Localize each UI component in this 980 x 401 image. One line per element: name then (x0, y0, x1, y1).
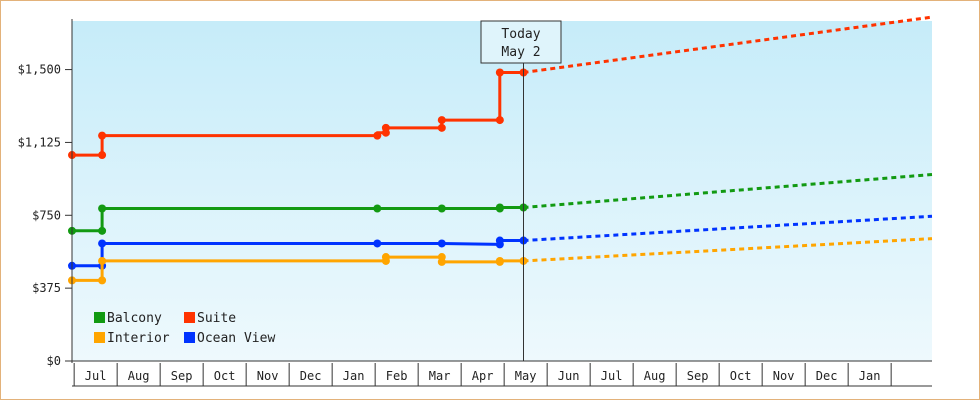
x-tick-label: Sep (171, 369, 193, 383)
x-tick-label: Oct (730, 369, 752, 383)
x-tick-label: Aug (128, 369, 150, 383)
data-point-interior (98, 256, 107, 265)
x-tick-label: Jan (343, 369, 365, 383)
x-tick-label: Mar (429, 369, 451, 383)
legend-swatch-ocean-view (184, 332, 195, 343)
x-tick-label: Jun (558, 369, 580, 383)
x-tick-label: Nov (257, 369, 279, 383)
x-tick-label: Jan (859, 369, 881, 383)
series-layer (68, 15, 933, 285)
data-point-suite (373, 131, 382, 140)
plot-area (72, 21, 932, 361)
today-label-line2: May 2 (501, 45, 540, 60)
y-tick-label: $1,500 (18, 63, 61, 77)
data-point-suite (437, 116, 446, 125)
x-tick-label: Dec (816, 369, 838, 383)
x-tick-label: May (515, 369, 537, 383)
data-point-interior (381, 253, 390, 262)
y-tick-label: $1,125 (18, 135, 61, 149)
y-tick-label: $375 (32, 281, 61, 295)
data-point-interior (437, 257, 446, 266)
legend-swatch-suite (184, 312, 195, 323)
legend: Balcony Suite Interior Ocean View (94, 311, 275, 346)
x-tick-label: Feb (386, 369, 408, 383)
legend-label-suite: Suite (197, 311, 236, 326)
today-box (480, 20, 562, 64)
data-point-ocean-view (437, 239, 446, 248)
legend-swatch-balcony (94, 312, 105, 323)
data-point-balcony (373, 204, 382, 213)
forecast-line-suite (523, 15, 933, 74)
data-point-balcony (437, 204, 446, 213)
data-point-ocean-view (495, 236, 504, 245)
data-point-balcony (495, 203, 504, 212)
data-point-suite (381, 123, 390, 132)
data-point-suite (98, 151, 107, 160)
x-tick-label: Aug (644, 369, 666, 383)
legend-label-balcony: Balcony (107, 311, 162, 326)
data-point-suite (98, 131, 107, 140)
y-tick-label: $750 (32, 208, 61, 222)
today-label-line1: Today (501, 27, 540, 42)
data-point-ocean-view (98, 239, 107, 248)
data-point-balcony (98, 204, 107, 213)
today-marker: Today May 2 (480, 20, 562, 361)
data-point-suite (495, 116, 504, 125)
x-tick-label: Jul (601, 369, 623, 383)
data-point-suite (495, 68, 504, 77)
data-point-interior (495, 256, 504, 265)
legend-swatch-interior (94, 332, 105, 343)
x-tick-label: Apr (472, 369, 494, 383)
legend-label-ocean-view: Ocean View (197, 331, 275, 346)
legend-label-interior: Interior (107, 331, 170, 346)
data-point-suite (437, 123, 446, 132)
y-tick-label: $0 (47, 354, 61, 368)
x-tick-label: Jul (85, 369, 107, 383)
x-tick-label: Oct (214, 369, 236, 383)
x-tick-label: Nov (773, 369, 795, 383)
data-point-balcony (98, 226, 107, 235)
data-point-ocean-view (373, 239, 382, 248)
axes-layer: $0 $375 $750 $1,125 $1,500 Jul Aug Sep Oct Nov Dec… (18, 19, 932, 387)
x-tick-label: Sep (687, 369, 709, 383)
x-tick-label: Dec (300, 369, 322, 383)
data-point-interior (98, 276, 107, 285)
